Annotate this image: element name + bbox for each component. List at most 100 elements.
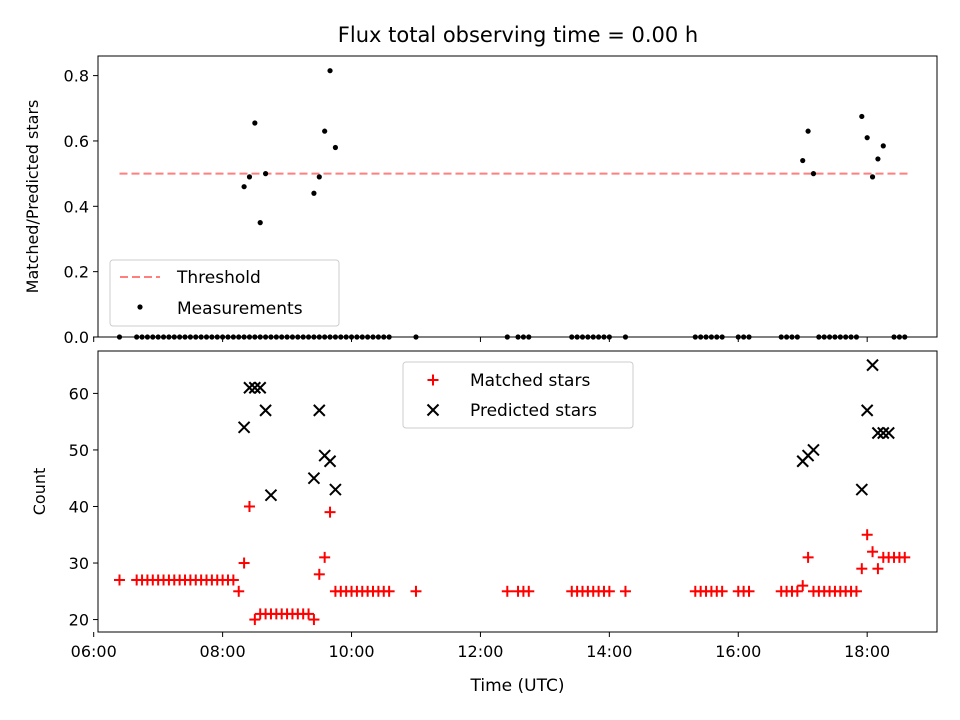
y-tick-label: 0.6 [64,132,89,151]
matched-star-marker [797,580,809,592]
measurement-point [262,171,269,177]
measurement-point [252,120,258,126]
matched-star-marker [850,585,862,597]
y-tick-label: 0.0 [64,328,89,347]
y-axis-label: Count [30,468,49,516]
measurement-point [880,143,886,149]
matched-star-marker [856,563,868,575]
x-stroke [871,426,885,440]
predicted-star-marker [871,426,885,440]
matched-star-marker [233,585,245,597]
legend-predicted-label: Predicted stars [470,401,597,421]
x-tick-label: 14:00 [586,642,632,661]
matched-star-marker [716,585,728,597]
matched-star-marker [523,585,535,597]
x-tick-label: 16:00 [715,642,761,661]
y-tick-label: 60 [69,384,89,403]
matched-star-marker [899,551,911,563]
matched-star-marker [319,551,331,563]
matched-star-marker [872,563,884,575]
predicted-star-marker [329,483,342,496]
matched-star-marker [791,585,803,597]
measurement-point [246,174,253,180]
predicted-star-marker [860,404,874,417]
y-tick-label: 50 [69,441,89,460]
matched-star-marker [501,585,513,597]
predicted-star-marker [882,426,895,440]
measurement-point [241,184,247,190]
x-stroke [882,426,895,440]
legend-measurements-swatch [137,304,143,310]
y-tick-label: 0.8 [64,67,89,86]
measurement-point [316,174,322,180]
predicted-star-marker [237,421,251,434]
figure-title: Flux total observing time = 0.00 h [338,23,698,47]
x-stroke [329,483,342,496]
measurement-point [327,68,333,74]
y-axis-label: Matched/Predicted stars [23,100,42,294]
matched-star-marker [249,614,261,626]
x-tick-label: 12:00 [457,642,503,661]
predicted-star-marker [243,381,256,394]
x-stroke [313,404,326,417]
matched-star-marker [802,551,814,563]
measurement-point [869,174,876,180]
x-stroke [259,404,272,417]
predicted-star-marker [254,381,267,394]
x-stroke [264,488,278,502]
matched-star-marker [227,574,239,586]
matched-star-marker [383,585,395,597]
legend-threshold-label: Threshold [176,268,261,288]
legend-predicted-swatch [426,403,440,417]
predicted-star-marker [259,404,272,417]
predicted-star-marker [307,472,321,485]
measurement-point [810,171,817,177]
matched-star-marker [867,546,879,558]
plot-frame [97,55,938,338]
predicted-star-marker [264,488,278,502]
y-tick-label: 0.4 [64,197,89,216]
legend-box [109,259,340,327]
x-stroke [237,421,251,434]
matched-star-marker [308,614,320,626]
measurement-point [311,190,317,196]
measurement-point [332,144,339,151]
measurement-point [322,128,328,134]
y-tick-label: 30 [69,554,89,573]
measurement-point [800,157,806,164]
predicted-star-marker [866,358,879,372]
x-stroke [248,381,262,394]
matched-star-marker [861,529,873,541]
x-stroke [318,449,331,462]
matched-star-marker [243,500,255,512]
matched-star-marker [313,568,325,580]
legend-matched-label: Matched stars [470,371,590,391]
measurement-point [805,128,811,134]
x-stroke [323,455,337,468]
measurement-point [257,220,263,226]
x-stroke [807,443,820,457]
x-tick-label: 06:00 [71,642,117,661]
y-tick-label: 40 [69,497,89,516]
x-stroke [860,404,874,417]
x-tick-label: 08:00 [200,642,246,661]
predicted-star-marker [313,404,326,417]
predicted-star-marker [323,455,337,468]
measurement-point [875,156,881,162]
matched-star-marker [743,585,755,597]
legend-box [402,361,634,429]
x-tick-label: 18:00 [844,642,890,661]
predicted-star-marker [855,483,869,496]
x-tick-label: 10:00 [328,642,374,661]
x-stroke [855,483,869,496]
x-stroke [243,381,256,394]
y-tick-label: 0.2 [64,263,89,282]
predicted-star-marker [248,381,262,394]
plot-frame [97,350,938,633]
y-tick-label: 20 [69,611,89,630]
x-stroke [877,426,890,440]
matched-star-marker [303,608,315,620]
x-stroke [254,381,267,394]
